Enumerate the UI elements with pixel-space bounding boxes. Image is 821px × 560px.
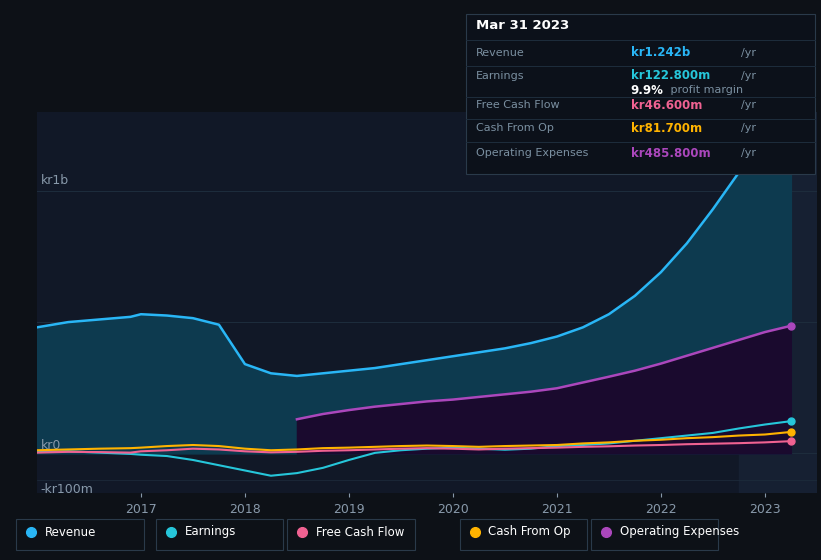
Text: Free Cash Flow: Free Cash Flow xyxy=(316,525,405,539)
Text: /yr: /yr xyxy=(741,148,756,158)
Text: profit margin: profit margin xyxy=(667,85,744,95)
Text: Revenue: Revenue xyxy=(476,48,525,58)
Text: Earnings: Earnings xyxy=(185,525,236,539)
Text: kr81.700m: kr81.700m xyxy=(631,122,702,134)
Text: 9.9%: 9.9% xyxy=(631,84,663,97)
Text: Cash From Op: Cash From Op xyxy=(476,123,554,133)
Text: Operating Expenses: Operating Expenses xyxy=(476,148,589,158)
Text: kr1.242b: kr1.242b xyxy=(631,46,690,59)
Text: Cash From Op: Cash From Op xyxy=(488,525,571,539)
Text: kr0: kr0 xyxy=(41,438,62,451)
Text: Revenue: Revenue xyxy=(45,525,97,539)
Text: /yr: /yr xyxy=(741,100,756,110)
Text: kr122.800m: kr122.800m xyxy=(631,69,710,82)
Text: kr1b: kr1b xyxy=(41,174,69,187)
Bar xyxy=(739,112,817,493)
Text: kr46.600m: kr46.600m xyxy=(631,99,702,111)
Text: Mar 31 2023: Mar 31 2023 xyxy=(476,19,570,32)
Text: /yr: /yr xyxy=(741,123,756,133)
Text: kr485.800m: kr485.800m xyxy=(631,147,710,160)
Text: -kr100m: -kr100m xyxy=(41,483,94,497)
Text: /yr: /yr xyxy=(741,48,756,58)
Text: Free Cash Flow: Free Cash Flow xyxy=(476,100,560,110)
Text: /yr: /yr xyxy=(741,71,756,81)
Text: Earnings: Earnings xyxy=(476,71,525,81)
Text: Operating Expenses: Operating Expenses xyxy=(620,525,739,539)
